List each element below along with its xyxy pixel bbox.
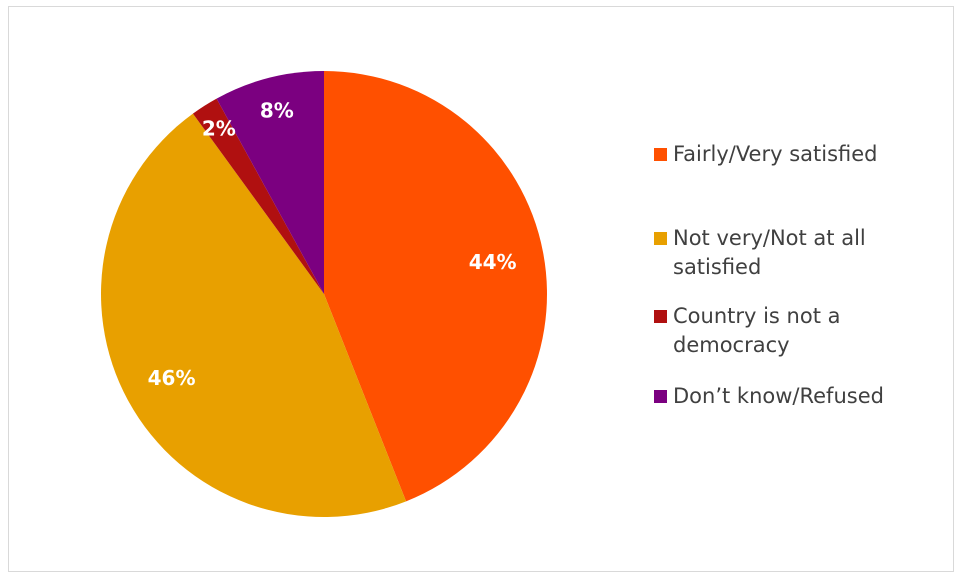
legend-swatch-fairly-very-satisfied <box>654 148 667 161</box>
legend-item-not-satisfied: Not very/Not at all satisfied <box>654 224 923 282</box>
pie-data-labels: 44% 46% 2% 8% <box>148 98 517 389</box>
data-label-not-satisfied: 46% <box>148 366 196 390</box>
legend-item-country-not-democracy: Country is not a democracy <box>654 302 893 360</box>
legend-item-dont-know-refused: Don’t know/Refused <box>654 382 943 411</box>
pie-slice-not-satisfied <box>100 113 407 518</box>
pie-slices <box>100 71 548 518</box>
pie-slice-dont-know-refused <box>216 71 324 294</box>
legend-swatch-not-satisfied <box>654 232 667 245</box>
data-label-fairly-very-satisfied: 44% <box>469 250 517 274</box>
legend-item-fairly-very-satisfied: Fairly/Very satisfied <box>654 140 943 169</box>
data-label-country-not-democracy: 2% <box>202 116 236 140</box>
pie-slice-country-not-democracy <box>192 98 324 294</box>
legend-label: Fairly/Very satisfied <box>673 142 878 166</box>
data-label-dont-know-refused: 8% <box>260 98 294 122</box>
legend-label: Not very/Not at all satisfied <box>673 226 866 279</box>
legend-label: Don’t know/Refused <box>673 384 884 408</box>
pie-slice-fairly-very-satisfied <box>324 71 548 502</box>
legend-swatch-dont-know-refused <box>654 390 667 403</box>
legend-label: Country is not a democracy <box>673 304 841 357</box>
legend-swatch-country-not-democracy <box>654 310 667 323</box>
